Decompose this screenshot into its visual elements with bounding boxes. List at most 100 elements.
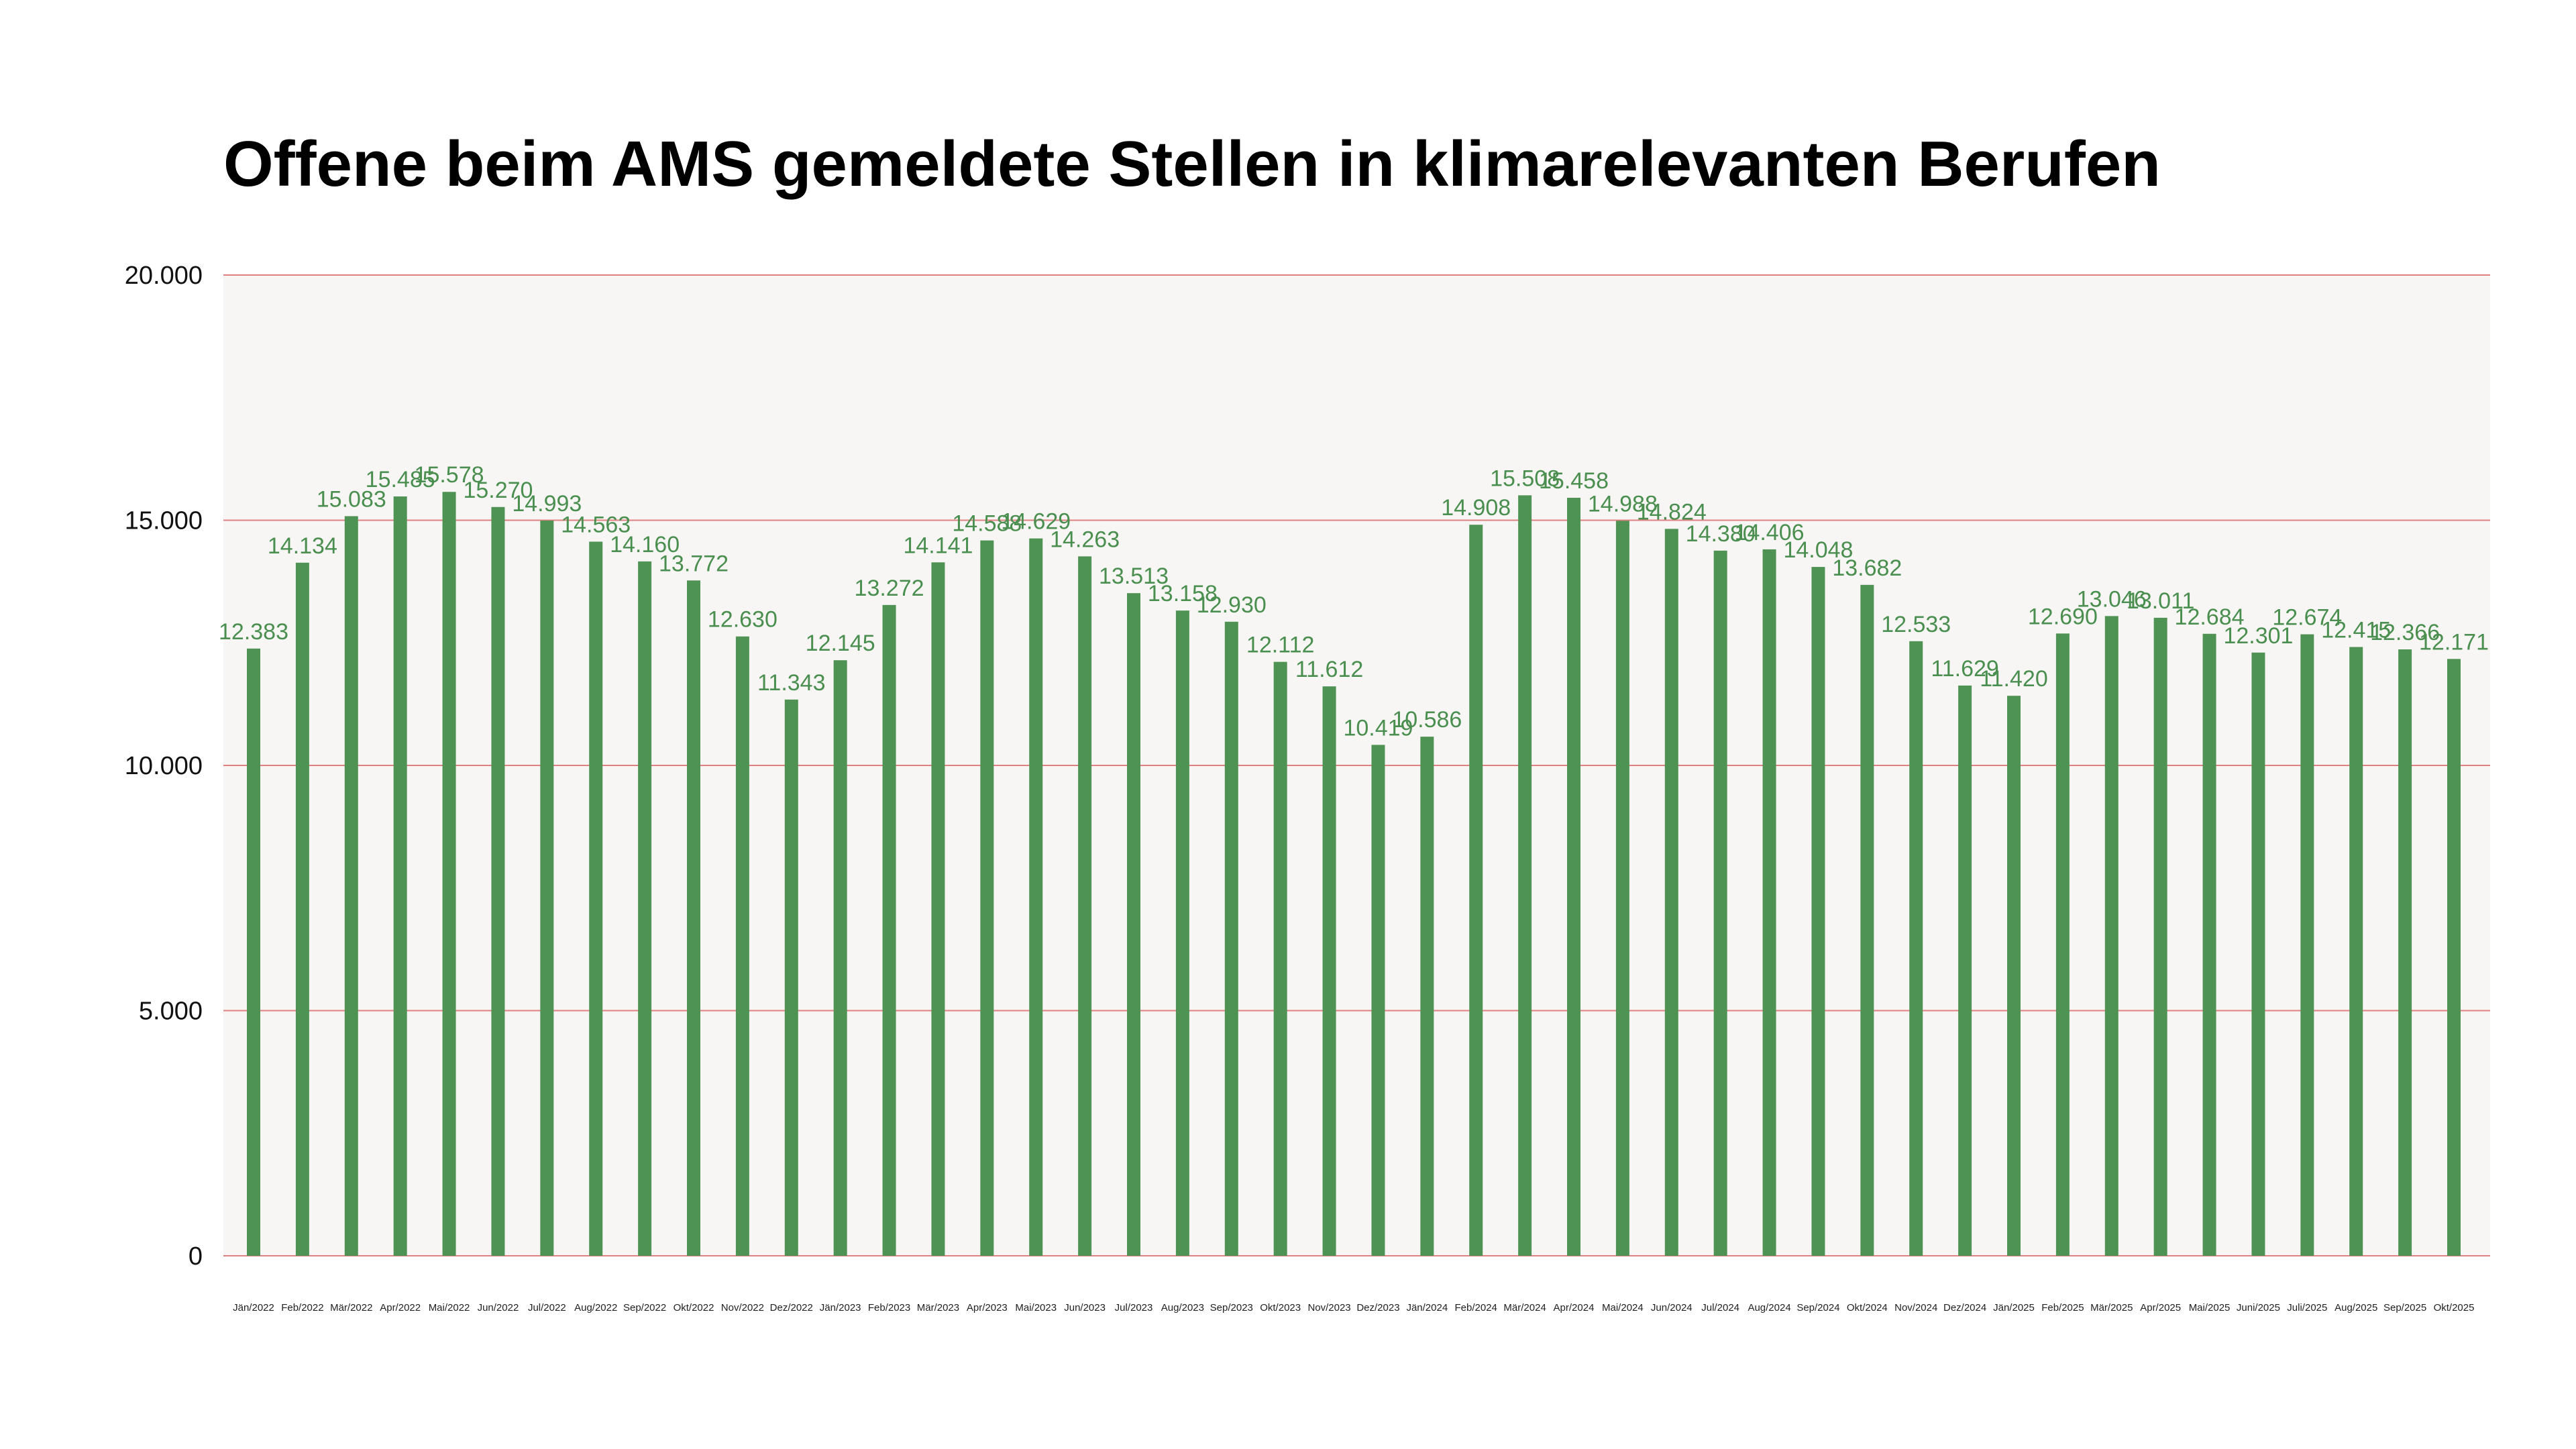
bar <box>2007 696 2021 1256</box>
data-label: 15.083 <box>317 486 386 512</box>
x-tick-label: Jul/2022 <box>528 1302 566 1313</box>
x-tick-label: Okt/2023 <box>1260 1302 1301 1313</box>
x-tick-label: Jun/2023 <box>1064 1302 1106 1313</box>
data-label: 12.690 <box>2028 604 2098 629</box>
bar <box>2055 633 2070 1256</box>
x-tick-label: Jän/2022 <box>233 1302 274 1313</box>
bar <box>1567 498 1580 1256</box>
x-tick-label: Aug/2022 <box>574 1302 617 1313</box>
bar <box>1664 529 1678 1256</box>
x-tick-label: Feb/2025 <box>2041 1302 2084 1313</box>
x-tick-label: Aug/2024 <box>1748 1302 1790 1313</box>
data-label: 14.134 <box>268 533 337 559</box>
y-tick-label: 5.000 <box>139 998 203 1026</box>
bar <box>638 561 652 1256</box>
bar <box>1078 556 1092 1256</box>
bar <box>1224 621 1238 1256</box>
data-label: 14.588 <box>952 511 1022 537</box>
x-tick-label: Aug/2025 <box>2334 1302 2377 1313</box>
data-label: 12.112 <box>1246 633 1314 658</box>
bar <box>1127 593 1140 1256</box>
x-tick-label: Jul/2024 <box>1701 1302 1739 1313</box>
data-label: 14.380 <box>1686 521 1756 547</box>
x-tick-label: Apr/2025 <box>2140 1302 2181 1313</box>
data-label: 12.383 <box>219 619 288 645</box>
x-tick-label: Mai/2023 <box>1015 1302 1057 1313</box>
data-label: 12.684 <box>2175 604 2245 630</box>
data-label: 15.485 <box>366 467 435 492</box>
bar <box>1518 495 1532 1256</box>
data-label: 12.415 <box>2321 617 2391 643</box>
data-label: 13.772 <box>659 551 729 576</box>
y-tick-label: 15.000 <box>125 507 203 535</box>
data-label: 12.930 <box>1197 592 1267 618</box>
bar <box>2202 633 2216 1256</box>
data-label: 13.272 <box>855 576 924 601</box>
x-tick-label: Dez/2024 <box>1943 1302 1986 1313</box>
x-tick-label: Jän/2025 <box>1993 1302 2035 1313</box>
x-tick-label: Sep/2025 <box>2383 1302 2426 1313</box>
data-label: 14.908 <box>1441 495 1511 521</box>
bar <box>687 580 700 1256</box>
data-label: 13.046 <box>2077 586 2147 612</box>
x-tick-label: Jän/2024 <box>1406 1302 1448 1313</box>
bar <box>491 506 505 1256</box>
bar <box>1909 641 1923 1256</box>
bar <box>833 660 847 1256</box>
bar <box>589 541 603 1256</box>
bar <box>1175 610 1189 1256</box>
x-tick-label: Jul/2023 <box>1115 1302 1153 1313</box>
bar <box>1371 745 1385 1256</box>
data-label: 14.406 <box>1735 520 1805 545</box>
bar <box>344 516 358 1256</box>
data-label: 14.263 <box>1050 527 1120 552</box>
bar <box>1713 550 1727 1256</box>
chart-title: Offene beim AMS gemeldete Stellen in kli… <box>223 128 2161 200</box>
bar <box>1811 567 1825 1256</box>
bar <box>1762 549 1776 1256</box>
data-label: 14.988 <box>1588 491 1658 517</box>
x-tick-label: Nov/2023 <box>1307 1302 1350 1313</box>
x-tick-label: Nov/2024 <box>1894 1302 1937 1313</box>
y-tick-label: 0 <box>189 1242 203 1271</box>
x-tick-label: Feb/2024 <box>1455 1302 1497 1313</box>
bar <box>442 492 456 1256</box>
bar <box>735 636 749 1256</box>
bar <box>2447 659 2461 1256</box>
bar <box>247 648 260 1256</box>
x-tick-label: Juli/2025 <box>2287 1302 2327 1313</box>
x-tick-label: Sep/2022 <box>623 1302 666 1313</box>
x-tick-label: Juni/2025 <box>2237 1302 2280 1313</box>
x-tick-label: Nov/2022 <box>721 1302 764 1313</box>
data-label: 11.629 <box>1931 656 1998 682</box>
data-label: 12.171 <box>2419 629 2489 655</box>
x-tick-label: Sep/2023 <box>1210 1302 1253 1313</box>
x-tick-label: Apr/2022 <box>380 1302 421 1313</box>
x-tick-label: Jun/2024 <box>1651 1302 1693 1313</box>
data-label: 14.629 <box>1001 509 1071 535</box>
data-label: 15.578 <box>415 462 484 488</box>
x-tick-label: Mär/2023 <box>917 1302 959 1313</box>
bar <box>2153 617 2167 1256</box>
data-label: 12.533 <box>1881 612 1951 637</box>
data-label: 11.612 <box>1295 657 1363 682</box>
x-tick-label: Apr/2024 <box>1554 1302 1595 1313</box>
bar <box>393 496 407 1256</box>
bar <box>980 540 994 1256</box>
x-tick-label: Jun/2022 <box>478 1302 519 1313</box>
bar <box>1273 661 1287 1256</box>
data-label: 14.993 <box>512 491 582 517</box>
data-label: 15.508 <box>1490 466 1560 491</box>
data-label: 13.158 <box>1148 581 1218 606</box>
x-tick-label: Mai/2022 <box>429 1302 470 1313</box>
data-label: 12.630 <box>708 607 777 633</box>
data-label: 10.586 <box>1392 707 1462 733</box>
data-label: 13.513 <box>1099 564 1169 589</box>
bar <box>2398 649 2412 1256</box>
data-label: 11.343 <box>757 670 825 696</box>
data-label: 14.563 <box>561 512 631 537</box>
x-tick-label: Sep/2024 <box>1796 1302 1839 1313</box>
data-label: 12.366 <box>2370 620 2440 645</box>
x-tick-label: Apr/2023 <box>967 1302 1008 1313</box>
data-label: 12.674 <box>2272 605 2342 631</box>
